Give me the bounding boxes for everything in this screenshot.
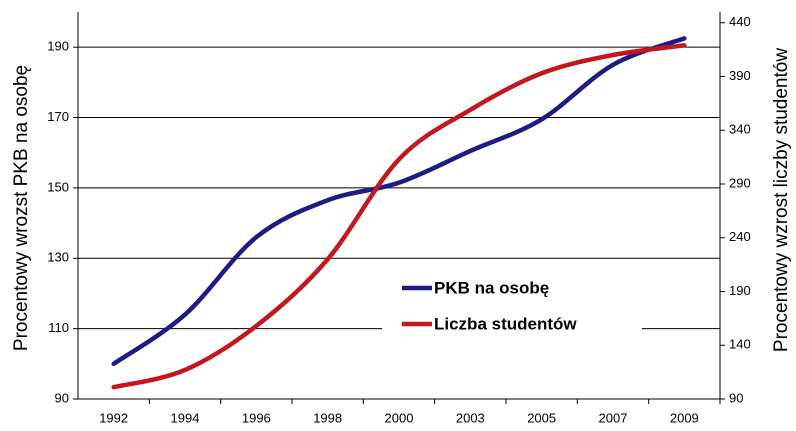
series-line	[111, 43, 687, 390]
y-tick-label: 110	[48, 320, 69, 335]
x-tick-label: 2005	[527, 410, 556, 425]
x-tick-label: 1996	[242, 410, 271, 425]
x-tick-label: 2000	[385, 410, 414, 425]
legend-label: PKB na osobę	[434, 278, 549, 297]
x-tick-label: 2003	[456, 410, 485, 425]
y-tick-label: 130	[47, 250, 69, 265]
y2-tick-label: 190	[729, 283, 751, 298]
y-tick-label: 170	[47, 109, 69, 124]
x-tick-label: 2007	[599, 410, 628, 425]
legend-box	[382, 266, 642, 342]
y2-tick-label: 90	[729, 390, 743, 405]
x-tick-label: 1994	[171, 410, 200, 425]
y-axis-title: Procentowy wrozst PKB na osobę	[11, 65, 32, 351]
x-tick-label: 1992	[99, 410, 128, 425]
y-tick-label: 190	[47, 39, 69, 54]
x-tick-label: 1998	[313, 410, 342, 425]
y2-axis-title: Procentowy wzrost liczby studentów	[771, 48, 792, 352]
y2-tick-label: 440	[729, 14, 751, 29]
y-tick-label: 150	[47, 179, 69, 194]
y2-tick-label: 390	[729, 68, 751, 83]
series-line	[111, 36, 687, 367]
y2-tick-label: 140	[729, 337, 751, 352]
y-tick-label: 90	[55, 390, 69, 405]
y2-tick-label: 340	[729, 122, 751, 137]
y2-tick-label: 240	[729, 229, 751, 244]
x-tick-label: 2009	[670, 410, 699, 425]
legend-label: Liczba studentów	[434, 314, 577, 333]
y2-tick-label: 290	[729, 175, 751, 190]
